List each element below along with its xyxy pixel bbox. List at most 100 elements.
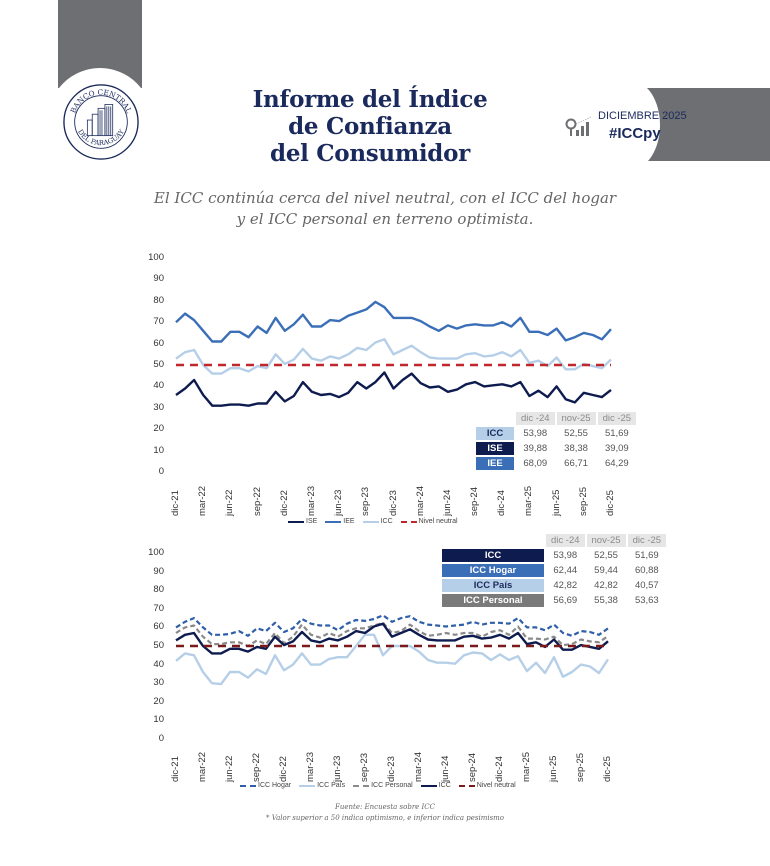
title-line-3: del Consumidor <box>270 140 470 167</box>
table-cell: 38,38 <box>564 443 588 454</box>
table-column-header: dic -24 <box>546 534 585 547</box>
legend-item: Nivel neutral <box>400 518 458 525</box>
series-line-icc <box>175 622 609 655</box>
series-line-iee <box>175 300 612 343</box>
table-column-header: nov-25 <box>586 534 626 547</box>
footer-source: Fuente: Encuesta sobre ICC <box>334 803 436 811</box>
x-tick-label: dic-21 <box>170 755 181 782</box>
legend-item: ICC <box>362 518 393 525</box>
y-tick-label: 0 <box>158 733 164 744</box>
table-cell: 39,09 <box>604 443 629 454</box>
y-tick-label: 100 <box>148 547 164 558</box>
page-title: Informe del Índice de Confianza del Cons… <box>200 86 540 167</box>
report-date: DICIEMBRE 2025 <box>598 110 687 122</box>
table-column-header: dic -25 <box>627 534 667 547</box>
x-tick-label: mar-24 <box>413 751 424 782</box>
y-tick-label: 40 <box>153 658 164 670</box>
legend-item: ICC Hogar <box>240 782 291 789</box>
title-line-1: Informe del Índice <box>252 86 488 113</box>
y-tick-label: 10 <box>153 444 164 456</box>
legend-swatch <box>458 784 475 787</box>
table-column-header: nov-25 <box>556 412 596 425</box>
series-line-icc <box>175 338 612 375</box>
subtitle-line-1: El ICC continúa cerca del nivel neutral,… <box>153 189 617 207</box>
legend-label: IEE <box>343 518 355 525</box>
x-tick-label: jun-23 <box>332 755 343 782</box>
table-cell: 59,44 <box>594 565 618 576</box>
legend-swatch <box>362 520 379 523</box>
legend-label: ICC Hogar <box>258 782 292 789</box>
x-tick-label: sep-24 <box>469 486 481 516</box>
legend-item: ICC <box>420 782 451 789</box>
legend-swatch <box>400 520 417 523</box>
x-tick-label: mar-23 <box>305 485 317 516</box>
y-tick-label: 0 <box>158 466 164 477</box>
x-tick-label: dic-22 <box>278 489 290 516</box>
legend-item: ICC País <box>299 782 345 789</box>
table-row-label: ISE <box>476 442 514 455</box>
legend-item: ICC Personal <box>353 782 413 789</box>
table-row: ICC 53,98 52,55 51,69 <box>442 549 666 562</box>
table-cell: 60,88 <box>634 565 659 576</box>
table-row: ICC Personal 56,69 55,38 53,63 <box>442 594 666 607</box>
x-tick-label: mar-22 <box>197 751 208 782</box>
table-cell: 42,82 <box>594 580 618 591</box>
table-row: ICC País 42,82 42,82 40,57 <box>442 579 666 592</box>
legend-label: Nivel neutral <box>418 518 458 525</box>
x-tick-label: sep-22 <box>251 486 263 516</box>
x-tick-label: jun-22 <box>224 489 236 516</box>
table-cell: 55,38 <box>594 595 618 606</box>
table-cell: 53,63 <box>634 595 659 606</box>
hashtag: #ICCpy <box>609 125 661 142</box>
y-tick-label: 90 <box>153 565 164 577</box>
y-tick-label: 90 <box>153 273 164 285</box>
x-tick-label: jun-24 <box>441 489 453 516</box>
x-tick-label: mar-25 <box>521 751 532 782</box>
table-cell: 40,57 <box>634 580 659 591</box>
x-tick-label: dic-25 <box>602 755 613 782</box>
y-tick-label: 70 <box>153 602 164 614</box>
legend-swatch <box>299 784 316 787</box>
x-tick-label: mar-24 <box>414 485 426 516</box>
table-cell: 51,69 <box>634 550 659 561</box>
legend-label: ICC Personal <box>371 782 413 789</box>
x-tick-label: sep-23 <box>360 486 372 516</box>
x-tick-label: sep-23 <box>359 752 370 782</box>
x-tick-label: jun-23 <box>333 489 345 516</box>
y-tick-label: 80 <box>153 294 164 306</box>
x-tick-label: mar-25 <box>523 485 535 516</box>
y-tick-label: 60 <box>153 621 164 633</box>
table-cell: 53,98 <box>553 550 578 561</box>
table-row: IEE 68,09 66,71 64,29 <box>476 457 636 470</box>
x-tick-label: sep-25 <box>577 486 589 516</box>
x-tick-label: dic-24 <box>494 755 505 782</box>
y-tick-label: 30 <box>153 677 164 689</box>
table-cell: 53,98 <box>523 428 548 439</box>
series-line-ise <box>175 371 612 407</box>
x-tick-label: sep-25 <box>575 752 586 782</box>
summary-table-icc-components: dic -24 nov-25 dic -25 ICC 53,98 52,55 51,69 IC… <box>440 532 668 609</box>
legend-swatch <box>420 784 437 787</box>
table-row-label: ICC País <box>442 579 544 592</box>
y-tick-label: 60 <box>153 337 164 349</box>
legend-label: ICC <box>380 518 393 525</box>
y-tick-label: 80 <box>153 584 164 596</box>
table-cell: 51,69 <box>604 428 629 439</box>
x-tick-label: jun-25 <box>548 755 559 782</box>
y-tick-label: 50 <box>153 359 164 370</box>
table-row-label: ICC Personal <box>442 594 544 607</box>
x-tick-label: jun-22 <box>224 755 235 782</box>
chart1-legend: ISE IEE ICC Nivel neutral <box>288 518 458 525</box>
y-tick-label: 10 <box>153 714 164 726</box>
legend-item: IEE <box>325 518 355 525</box>
x-tick-label: dic-21 <box>170 489 181 516</box>
table-cell: 42,82 <box>553 580 578 591</box>
table-cell: 56,69 <box>553 595 578 606</box>
legend-swatch <box>240 784 256 787</box>
y-tick-label: 100 <box>148 252 164 263</box>
table-corner <box>476 412 514 425</box>
table-cell: 52,55 <box>564 428 588 439</box>
series-line-icc-pais <box>175 633 610 686</box>
series-line-icc-personal <box>175 621 609 648</box>
title-line-2: de Confianza <box>288 113 452 140</box>
